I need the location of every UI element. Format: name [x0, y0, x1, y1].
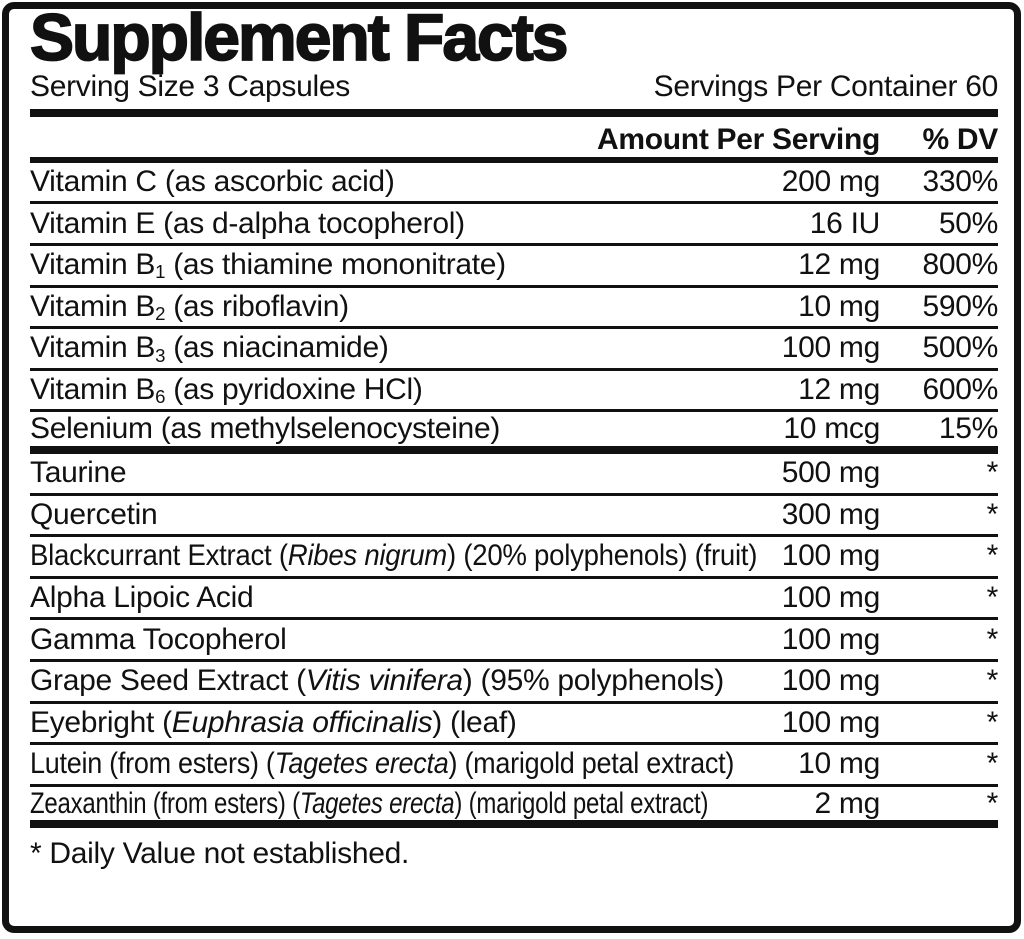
dv-value: * [986, 456, 999, 490]
dv-value: * [986, 581, 999, 615]
serving-info-row: Serving Size 3 Capsules Servings Per Con… [30, 69, 999, 103]
page-title: Supplement Facts [29, 2, 569, 74]
ingredient-name: Selenium (as methylselenocysteine) [30, 412, 501, 446]
amount-value: 2 mg [814, 786, 881, 820]
servings-per-container: Servings Per Container 60 [653, 69, 999, 103]
ingredient-name: Grape Seed Extract (Vitis vinifera) (95%… [30, 664, 724, 698]
amount-value: 100 mg [781, 581, 881, 615]
table-row: Vitamin E (as d-alpha tocopherol) 16 IU … [30, 204, 998, 246]
amount-value: 10 mg [798, 289, 880, 323]
amount-value: 16 IU [809, 206, 881, 240]
ingredient-name: Vitamin B3 (as niacinamide) [30, 331, 389, 366]
ingredient-name: Zeaxanthin (from esters) (Tagetes erecta… [30, 786, 709, 820]
column-header-percent-dv: % DV [922, 122, 999, 156]
dv-value: * [986, 705, 999, 739]
ingredient-name: Lutein (from esters) (Tagetes erecta) (m… [30, 747, 735, 781]
amount-value: 100 mg [781, 705, 881, 739]
table-row: Quercetin 300 mg * [30, 496, 998, 538]
divider-top-thick [30, 108, 998, 117]
table-row: Blackcurrant Extract (Ribes nigrum) (20%… [30, 537, 998, 579]
amount-value: 500 mg [781, 456, 881, 490]
table-row: Vitamin B6 (as pyridoxine HCl) 12 mg 600… [30, 371, 998, 413]
table-row: Alpha Lipoic Acid 100 mg * [30, 579, 998, 621]
ingredient-name: Vitamin E (as d-alpha tocopherol) [30, 206, 465, 240]
dv-value: 800% [922, 248, 998, 282]
table-header-row: Amount Per Serving % DV [30, 117, 998, 157]
table-row: Vitamin B3 (as niacinamide) 100 mg 500% [30, 329, 998, 371]
dv-value: 15% [938, 412, 998, 446]
ingredient-name: Blackcurrant Extract (Ribes nigrum) (20%… [30, 539, 758, 573]
table-row: Selenium (as methylselenocysteine) 10 mc… [30, 412, 998, 454]
amount-value: 300 mg [781, 497, 881, 531]
ingredient-table: Vitamin C (as ascorbic acid) 200 mg 330%… [30, 163, 998, 829]
daily-value-footnote: * Daily Value not established. [30, 837, 410, 871]
ingredient-name: Vitamin B6 (as pyridoxine HCl) [30, 373, 423, 408]
ingredient-name: Eyebright (Euphrasia officinalis) (leaf) [30, 705, 517, 739]
dv-value: * [986, 664, 999, 698]
dv-value: * [986, 539, 999, 573]
amount-value: 100 mg [781, 622, 881, 656]
dv-value: 50% [938, 206, 998, 240]
ingredient-name: Taurine [30, 456, 127, 490]
amount-value: 10 mcg [783, 412, 880, 446]
dv-value: 590% [922, 289, 998, 323]
ingredient-name: Vitamin B2 (as riboflavin) [30, 289, 349, 324]
amount-value: 12 mg [798, 248, 880, 282]
table-row: Vitamin C (as ascorbic acid) 200 mg 330% [30, 163, 998, 205]
table-row: Lutein (from esters) (Tagetes erecta) (m… [30, 745, 998, 787]
dv-value: 500% [922, 331, 998, 365]
amount-value: 100 mg [781, 664, 881, 698]
ingredient-name: Gamma Tocopherol [30, 622, 287, 656]
dv-value: * [986, 747, 999, 781]
dv-value: * [986, 622, 999, 656]
table-row: Gamma Tocopherol 100 mg * [30, 620, 998, 662]
ingredient-name: Vitamin B1 (as thiamine mononitrate) [30, 248, 506, 283]
ingredient-name: Vitamin C (as ascorbic acid) [30, 165, 395, 199]
table-row: Eyebright (Euphrasia officinalis) (leaf)… [30, 704, 998, 746]
table-row: Grape Seed Extract (Vitis vinifera) (95%… [30, 662, 998, 704]
amount-value: 100 mg [781, 539, 881, 573]
amount-value: 200 mg [781, 165, 881, 199]
dv-value: 330% [922, 165, 998, 199]
divider-header [30, 156, 998, 163]
dv-value: * [986, 786, 999, 820]
table-row: Vitamin B1 (as thiamine mononitrate) 12 … [30, 246, 998, 288]
table-row: Zeaxanthin (from esters) (Tagetes erecta… [30, 787, 998, 829]
amount-value: 10 mg [798, 747, 880, 781]
amount-value: 100 mg [781, 331, 881, 365]
amount-value: 12 mg [798, 373, 880, 407]
ingredient-name: Alpha Lipoic Acid [30, 581, 254, 615]
ingredient-name: Quercetin [30, 497, 158, 531]
table-row: Vitamin B2 (as riboflavin) 10 mg 590% [30, 288, 998, 330]
dv-value: 600% [922, 373, 998, 407]
column-header-amount-per-serving: Amount Per Serving [597, 122, 880, 156]
table-row: Taurine 500 mg * [30, 454, 998, 496]
dv-value: * [986, 497, 999, 531]
serving-size: Serving Size 3 Capsules [30, 69, 350, 103]
